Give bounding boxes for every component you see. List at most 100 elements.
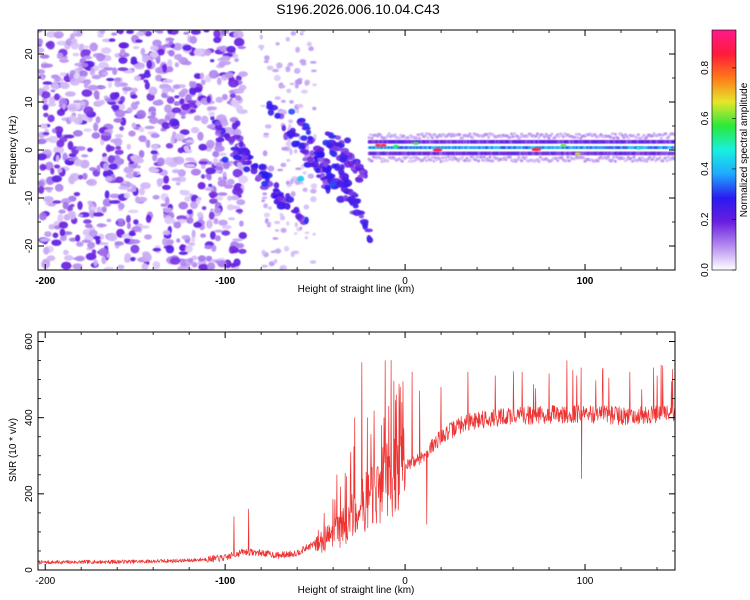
spectrogram-cell xyxy=(170,161,177,166)
spectrogram-cell xyxy=(171,107,182,114)
spectrogram-cell xyxy=(263,203,268,209)
spectrogram-cell xyxy=(286,89,292,92)
spectrogram-cell xyxy=(103,67,114,71)
spectrogram-cell xyxy=(171,177,181,182)
spectrogram-cell xyxy=(130,94,138,99)
spectrogram-cell xyxy=(135,39,143,43)
spectrogram-cell xyxy=(144,125,155,130)
spectrogram-cell xyxy=(52,232,59,239)
spectrogram-cell xyxy=(306,41,312,47)
spectrogram-cell xyxy=(194,87,203,93)
spectrogram-cell xyxy=(41,97,48,105)
spectrogram-cell xyxy=(577,132,581,136)
spectrogram-cell xyxy=(207,174,212,181)
spectrogram-cell xyxy=(357,174,367,178)
spectrogram-cell xyxy=(294,83,299,89)
spectrogram-cell xyxy=(75,103,81,110)
spectrogram-cell xyxy=(138,135,147,143)
spectrogram-cell xyxy=(495,156,499,160)
spectrogram-cell xyxy=(60,82,70,90)
spectrogram-cell xyxy=(188,257,194,264)
spectrogram-cell xyxy=(190,126,200,134)
spectrogram-cell xyxy=(487,159,491,162)
spectrogram-cell xyxy=(289,82,296,86)
spectrogram-cell xyxy=(375,143,382,147)
spectrogram-cell xyxy=(130,101,138,110)
spectrogram-cell xyxy=(236,147,246,153)
spectrogram-cell xyxy=(181,88,189,95)
spectrogram-cell xyxy=(145,139,151,149)
spectrogram-cell xyxy=(367,136,371,140)
spectrogram-cell xyxy=(136,165,141,169)
spectrogram-cell xyxy=(567,159,571,163)
spectrogram-cell xyxy=(476,159,481,163)
spectrogram-cell xyxy=(38,30,43,33)
spectrogram-cell xyxy=(666,135,671,139)
spectrogram-cell xyxy=(61,261,72,270)
spectrogram-cell xyxy=(263,132,270,136)
spectrogram-cell xyxy=(648,155,652,159)
spectrogram-cell xyxy=(417,136,422,140)
spectrogram-cell xyxy=(666,155,671,159)
spectrogram-cell xyxy=(51,82,60,91)
snr-panel: -200 -100 0 100 0 200 400 600 Height of straigh… xyxy=(8,331,676,596)
spectrogram-cell xyxy=(218,219,228,226)
spectrogram-cell xyxy=(38,69,46,75)
spectrogram-cell xyxy=(235,209,243,213)
spectrogram-cell xyxy=(238,248,247,254)
x-tick-label: 0 xyxy=(402,276,408,287)
spectrogram-cell xyxy=(214,120,222,126)
spectrogram-cell xyxy=(362,224,368,230)
spectrogram-cell xyxy=(198,161,209,165)
spectrogram-cell xyxy=(59,235,67,242)
spectrogram-cell xyxy=(75,234,81,242)
spectrogram-cell xyxy=(625,158,629,162)
spectrogram-cell xyxy=(220,55,231,62)
spectrogram-cell xyxy=(53,145,65,155)
spectrogram-cell xyxy=(131,226,142,233)
spectrogram-cell xyxy=(340,152,345,160)
spectrogram-cell xyxy=(281,125,286,132)
spectrogram-cell xyxy=(57,213,64,223)
spectrogram-cell xyxy=(61,103,66,110)
spectrogram-cell xyxy=(56,139,65,148)
spectrogram-cell xyxy=(114,80,121,88)
spectrogram-cell xyxy=(293,67,301,74)
spectrogram-cell xyxy=(48,96,56,105)
spectrogram-cell xyxy=(629,157,633,160)
spectrogram-cell xyxy=(93,90,100,99)
spectrogram-cell xyxy=(41,91,51,99)
spectrogram-cell xyxy=(40,73,46,81)
spectrogram-cell xyxy=(80,75,86,80)
spectrogram-cell xyxy=(576,136,580,140)
spectrogram-cell xyxy=(136,31,145,37)
spectrogram-cell xyxy=(70,38,78,43)
spectrogram-cell xyxy=(425,159,429,163)
spectrogram-cell xyxy=(149,117,159,124)
spectrogram-cell xyxy=(208,69,219,79)
spectrogram-cell xyxy=(258,164,266,170)
spectrogram-cell xyxy=(130,239,141,244)
spectrogram-cell xyxy=(63,134,75,139)
spectrogram-cell xyxy=(183,31,190,35)
spectrogram-cell xyxy=(626,136,630,140)
spectrogram-cell xyxy=(165,245,175,254)
spectrogram-cell xyxy=(72,130,83,137)
spectrogram-cell xyxy=(139,225,150,229)
spectrogram-cell xyxy=(233,258,241,267)
spectrogram-cell xyxy=(126,143,131,150)
spectrogram-cell xyxy=(63,249,69,255)
spectrogram-cell xyxy=(520,159,524,163)
spectrogram-cell xyxy=(294,222,298,228)
spectrogram-cell xyxy=(630,159,635,163)
spectrogram-cell xyxy=(118,202,125,210)
spectrogram-cell xyxy=(108,38,116,42)
spectrogram-cell xyxy=(168,49,175,57)
spectrogram-cell xyxy=(307,173,315,179)
spectrogram-cell xyxy=(334,166,343,172)
spectrogram-cell xyxy=(180,114,186,119)
colorbar-tick-label: 0.0 xyxy=(700,263,711,277)
spectrogram-cell xyxy=(126,30,134,34)
spectrogram-cell xyxy=(38,139,46,145)
spectrogram-cell xyxy=(127,209,139,214)
